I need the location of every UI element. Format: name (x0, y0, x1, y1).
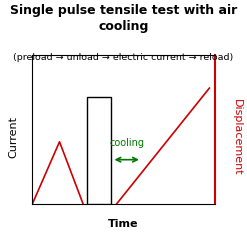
Text: Current: Current (9, 116, 19, 158)
Text: Time: Time (108, 219, 139, 229)
Text: (preload → unload → electric current → reload): (preload → unload → electric current → r… (13, 53, 234, 62)
Bar (87, 97, 111, 204)
Text: Displacement: Displacement (232, 99, 242, 176)
Text: cooling: cooling (110, 138, 145, 148)
Text: Single pulse tensile test with air
cooling: Single pulse tensile test with air cooli… (10, 4, 237, 32)
